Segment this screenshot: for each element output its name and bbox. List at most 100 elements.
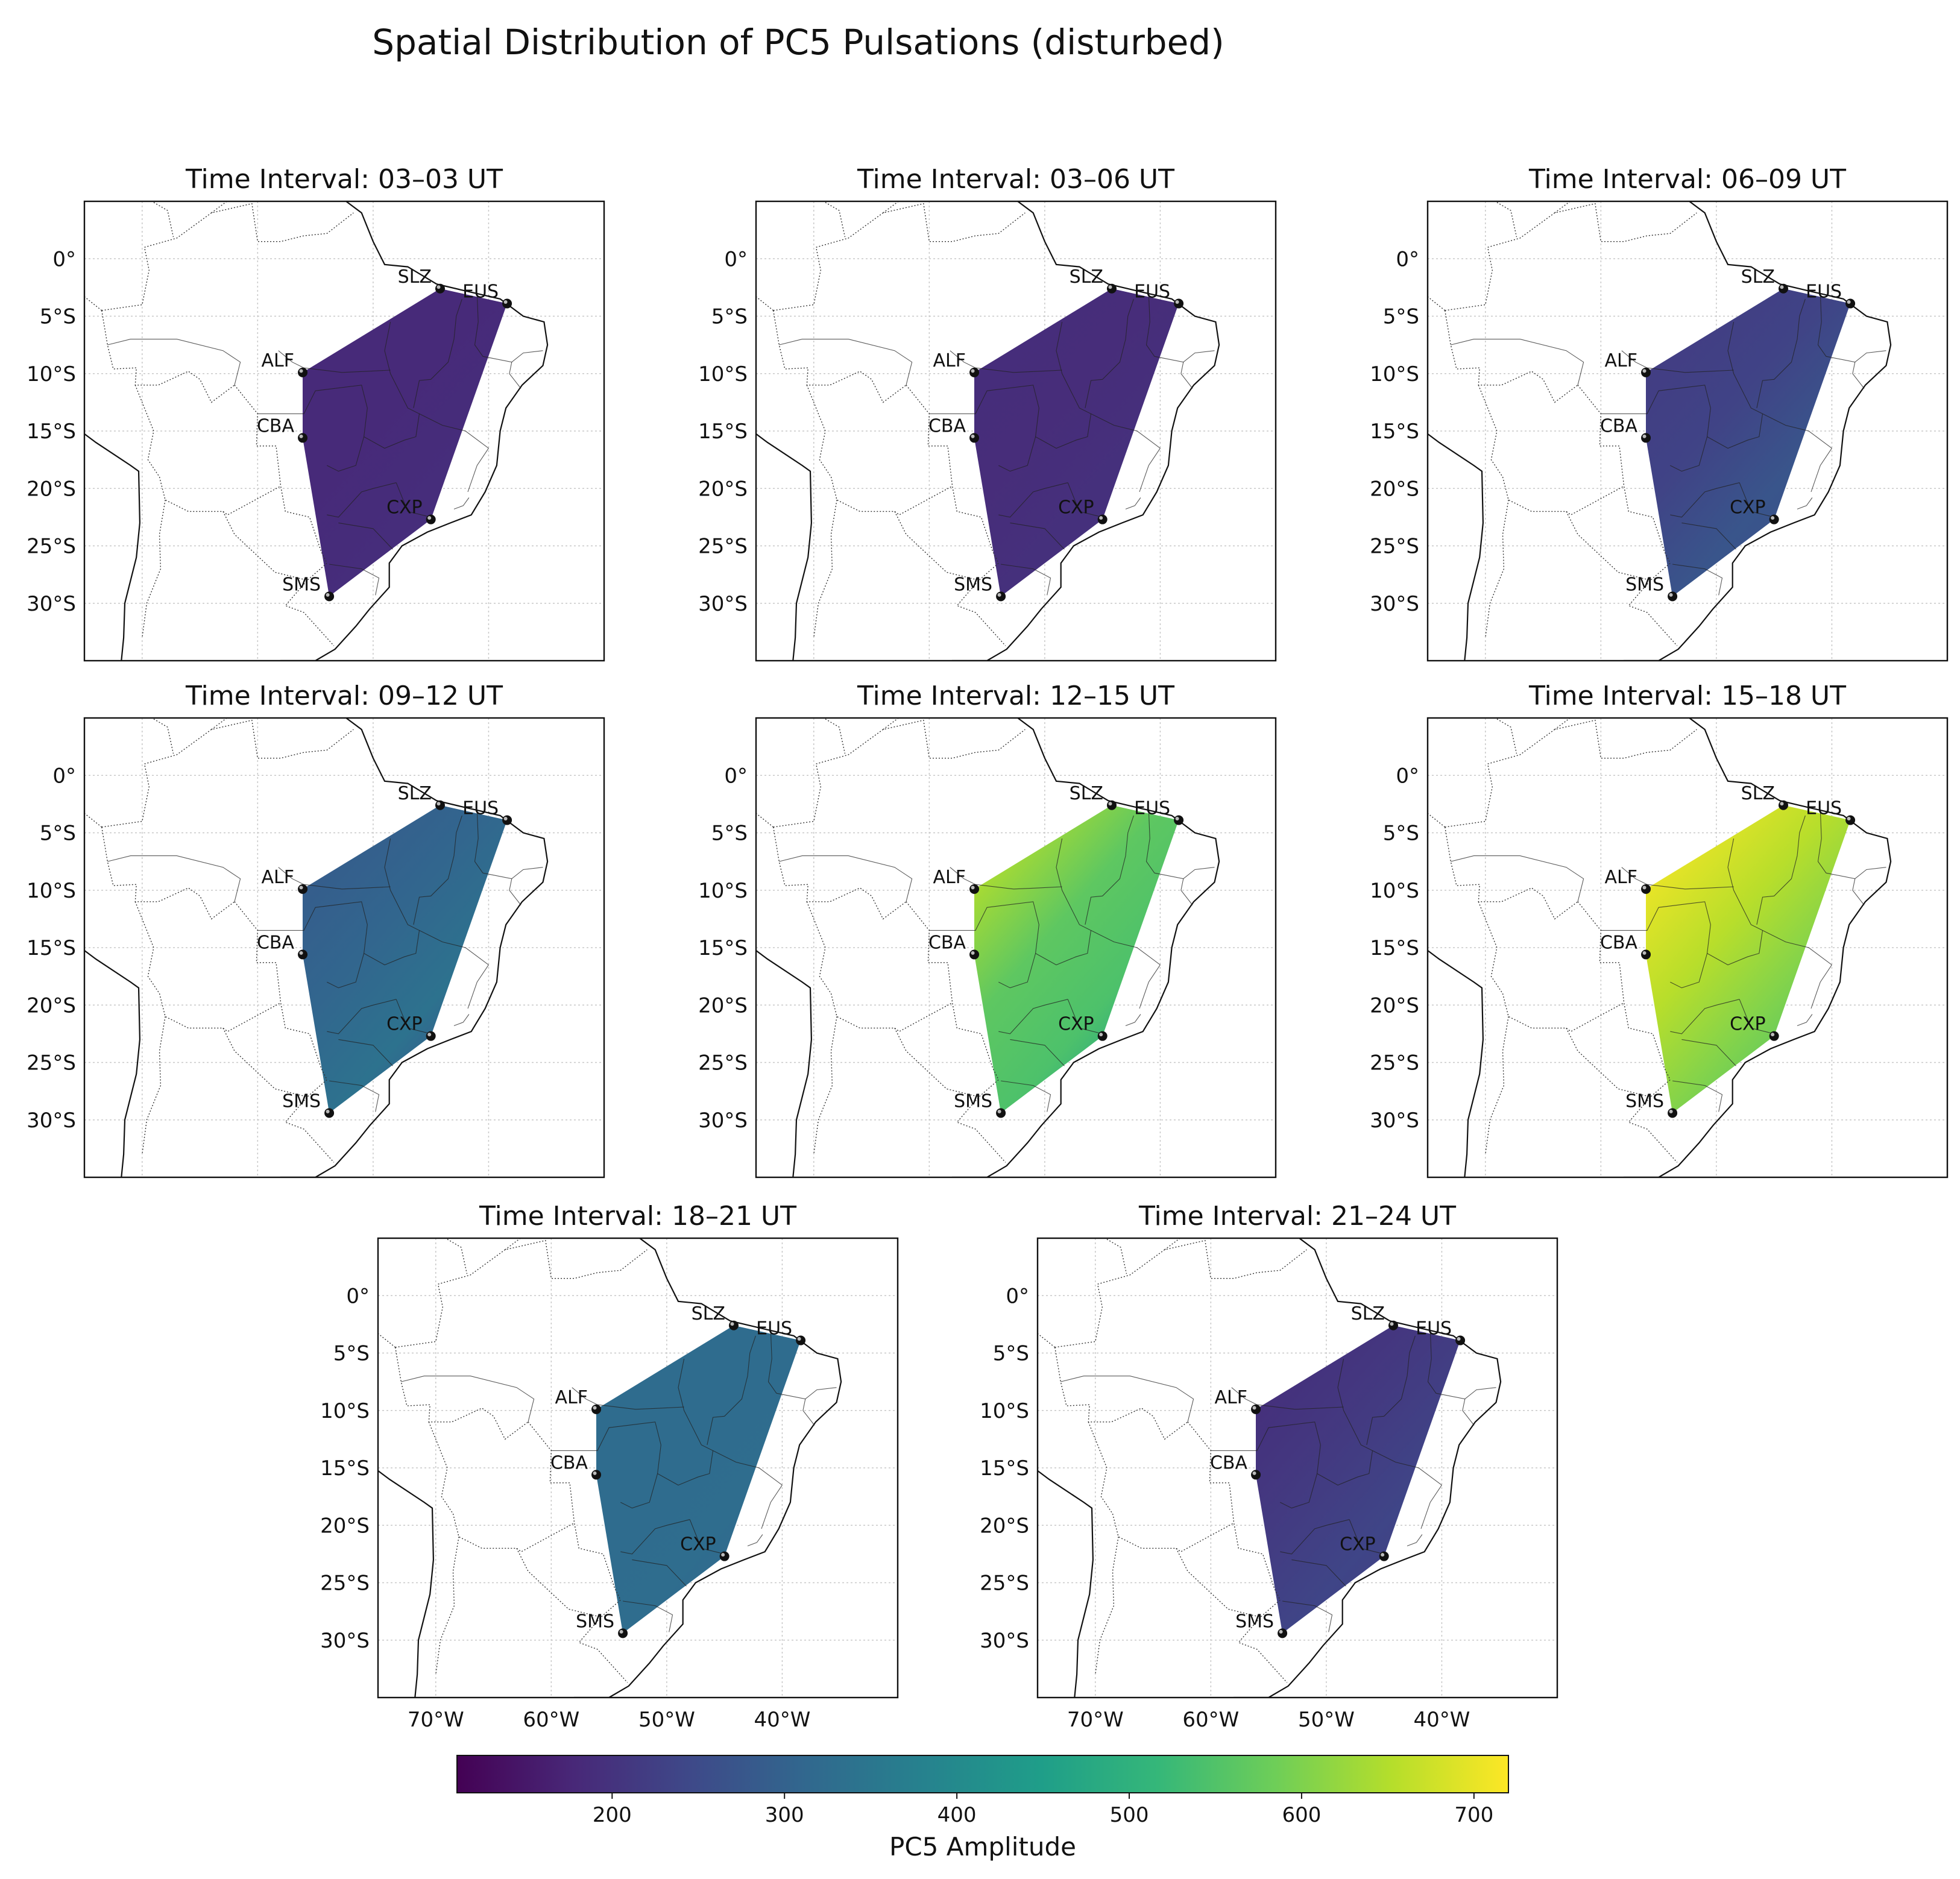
interpolated-surface [303,288,508,597]
state-border [413,815,462,925]
country-border [222,1028,307,1098]
state-border [474,810,543,880]
station-marker [969,367,980,377]
lat-tick-label: 0° [346,1284,370,1308]
panel-title: Time Interval: 03–03 UT [185,164,503,195]
pacific-coastline [1428,949,1484,1177]
station-marker [1455,1335,1466,1346]
station-marker-highlight [721,1553,725,1557]
station-marker-highlight [1457,1337,1461,1341]
lat-tick-label: 0° [1006,1284,1029,1308]
country-border [395,1347,529,1440]
country-border [756,296,774,311]
country-border [1054,1239,1307,1348]
station-marker-highlight [1252,1406,1256,1410]
state-border [1852,878,1865,905]
station-marker [298,433,308,443]
coastline [951,201,1220,661]
station-label: CXP [1058,1014,1094,1035]
state-border [623,1600,673,1632]
station-label: CXP [1058,497,1094,518]
station-marker [1251,1404,1261,1414]
country-border [1478,901,1624,1032]
station-marker-highlight [1642,886,1646,890]
station-marker [969,884,980,894]
station-marker [502,298,512,309]
station-marker [1278,1628,1288,1638]
coastline [280,201,549,661]
state-border [1067,999,1108,1036]
station-marker [1641,949,1651,960]
station-label: SMS [1625,1091,1664,1112]
station-marker [502,815,512,825]
state-border [1817,293,1886,363]
country-border [1485,500,1509,638]
station-marker-highlight [1771,516,1775,520]
state-border [1739,482,1779,519]
state-border [1810,965,1832,1009]
station-marker [1641,367,1651,377]
state-border [1621,867,1734,890]
country-border [1088,1421,1234,1552]
station-marker-highlight [1642,951,1646,955]
state-border [802,1399,815,1426]
station-marker-highlight [1642,434,1646,438]
colorbar: 200 300 400 500 600 700 PC5 Amplitude [456,1755,1509,1862]
station-marker [1769,514,1779,524]
state-border [107,339,241,385]
country-border [806,901,953,1032]
station-marker-highlight [503,817,508,821]
country-border [222,511,307,581]
panel-title: Time Interval: 06–09 UT [1528,164,1846,195]
station-label: SLZ [1351,1303,1385,1324]
country-border [435,1537,459,1675]
state-border [278,350,391,373]
station-label: CXP [1340,1534,1376,1555]
station-label: CXP [1730,1014,1766,1035]
station-marker [1379,1551,1389,1561]
state-border [1451,339,1584,385]
state-border [467,448,489,493]
state-border [1211,1421,1321,1509]
map-panel: Time Interval: 09–12 UT SLZ EUS ALF CBA CXP SM… [27,681,605,1179]
station-marker-highlight [1847,817,1851,821]
station-label: SLZ [1741,783,1775,804]
country-border [773,203,1026,311]
map-frame [1426,717,1949,1179]
state-border [509,362,522,389]
pacific-coastline [1428,433,1484,661]
station-marker [969,949,980,960]
state-border [1091,413,1161,449]
lat-tick-label: 0° [724,247,748,271]
station-label: EUS [1806,798,1842,819]
station-label: CXP [386,497,423,518]
lat-tick-label: 5°S [711,822,748,846]
interpolated-surface [1646,805,1851,1113]
state-border [1601,385,1711,472]
station-marker-highlight [1847,300,1851,304]
station-marker-highlight [1669,1109,1673,1113]
country-border [101,826,235,920]
state-border [1681,522,1736,550]
station-marker [426,514,436,524]
state-border [1001,564,1051,596]
station-marker [435,283,445,294]
map-panel: Time Interval: 15–18 UT SLZ EUS ALF CBA CXP SM… [1370,681,1949,1179]
lat-tick-label: 0° [52,764,76,788]
lat-tick-label: 0° [724,764,748,788]
station-marker [996,1108,1006,1118]
lat-tick-label: 15°S [320,1456,370,1481]
map-frame [1036,1237,1558,1699]
station-marker-highlight [1099,516,1103,520]
station-marker-highlight [427,516,432,520]
station-marker-highlight [1780,285,1784,289]
station-marker [298,884,308,894]
panel-title: Time Interval: 21–24 UT [1138,1201,1456,1232]
station-marker-highlight [797,1337,801,1341]
station-marker [996,591,1006,602]
country-border [1176,1548,1261,1618]
state-border [1810,448,1832,493]
state-border [1756,815,1806,925]
lat-tick-label: 20°S [980,1514,1029,1538]
lat-tick-label: 30°S [27,1109,76,1133]
